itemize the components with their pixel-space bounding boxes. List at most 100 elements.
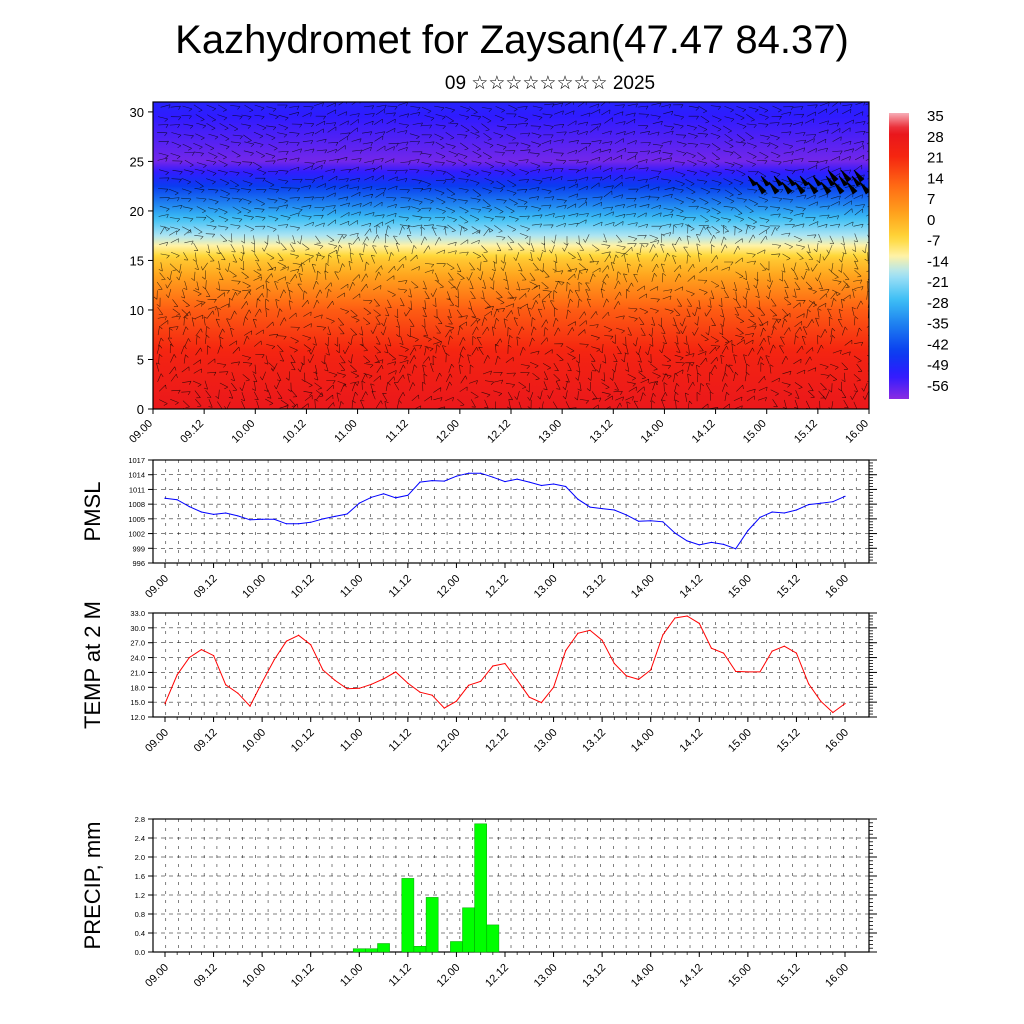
data-point — [480, 472, 482, 474]
y-tick-label: 1.2 — [135, 891, 145, 900]
data-point — [637, 678, 640, 680]
y-tick-label: 1005 — [128, 515, 145, 524]
data-point — [844, 495, 846, 497]
colorbar-tick-label: 14 — [927, 170, 944, 187]
x-tick-label: 15.12 — [775, 573, 803, 601]
x-tick-label: 10.12 — [289, 727, 317, 755]
data-point — [759, 671, 761, 673]
y-tick-label: 15 — [130, 253, 144, 268]
page-subtitle: 09 ☆☆☆☆☆☆☆☆ 2025 — [444, 73, 656, 94]
data-point — [334, 515, 336, 518]
x-tick-label: 16.00 — [823, 727, 851, 755]
data-point — [832, 711, 834, 714]
data-point — [212, 654, 215, 657]
data-point — [832, 501, 834, 503]
y-tick-label: 15.0 — [130, 698, 145, 707]
data-point — [382, 678, 385, 680]
plot-frame — [152, 612, 870, 718]
x-tick-label: 15.00 — [726, 727, 754, 755]
colorbar-tick-label: -7 — [927, 233, 940, 250]
data-point — [249, 705, 251, 707]
x-axis: 09.00 09.12 10.00 10.12 11.00 11.12 12.00 12.12… — [143, 563, 851, 601]
data-point — [492, 476, 494, 478]
data-point — [686, 615, 688, 617]
data-point — [662, 634, 664, 636]
y-tick-label: 0.0 — [135, 948, 145, 957]
y-axis: 12.0 15.0 18.0 21.0 24.0 27.0 30.0 33.0 — [130, 609, 877, 722]
data-point — [310, 521, 312, 523]
data-point — [419, 481, 421, 483]
x-tick-label: 12.00 — [435, 962, 463, 990]
data-point — [176, 499, 178, 501]
data-point — [492, 665, 494, 667]
data-point — [407, 682, 409, 684]
data-point — [285, 523, 288, 525]
bars — [352, 823, 500, 953]
wind-barbs — [153, 102, 869, 409]
data-point — [686, 540, 688, 542]
data-point — [577, 632, 579, 634]
data-point — [625, 514, 628, 516]
y-tick-label: 0.8 — [135, 910, 145, 919]
colorbar-tick-label: 35 — [927, 108, 944, 125]
colorbar-tick-label: 7 — [927, 191, 935, 208]
x-tick-label: 09.12 — [178, 418, 206, 446]
x-tick-label: 15.00 — [726, 573, 754, 601]
data-point — [662, 521, 664, 523]
x-tick-label: 11.00 — [338, 962, 365, 989]
y-tick-label: 1011 — [129, 485, 145, 494]
x-tick-label: 14.00 — [629, 727, 657, 755]
y-tick-label: 20 — [130, 204, 144, 219]
colorbar-ramp — [889, 113, 909, 399]
x-tick-label: 14.12 — [677, 573, 705, 601]
colorbar: 35 28 21 14 7 0 -7 -14 -21 -28 -35 -42 -49 -56 — [889, 108, 949, 399]
y-tick-label: 30.0 — [130, 624, 145, 633]
data-point — [795, 509, 798, 511]
precip-bar — [462, 907, 475, 953]
data-point — [395, 497, 397, 499]
data-point — [650, 669, 652, 671]
colorbar-tick-label: -56 — [927, 378, 949, 395]
data-point — [467, 684, 470, 686]
x-axis: 09.00 09.12 10.00 10.12 11.00 11.12 12.00 12.12… — [143, 952, 851, 990]
data-point — [358, 687, 360, 689]
data-point — [334, 679, 336, 681]
data-point — [382, 493, 385, 495]
data-point — [370, 683, 373, 685]
data-point — [249, 519, 251, 521]
data-point — [783, 512, 785, 514]
data-point — [747, 530, 749, 532]
y-tick-label: 24.0 — [130, 654, 145, 663]
y-tick-label: 1002 — [128, 530, 145, 539]
y-tick-label: 0 — [137, 402, 144, 417]
precip-bar — [377, 943, 390, 953]
x-tick-label: 10.12 — [289, 962, 317, 990]
data-point — [698, 544, 700, 546]
data-point — [613, 662, 615, 665]
data-point — [164, 703, 166, 705]
data-point — [504, 662, 506, 665]
data-point — [589, 506, 591, 508]
data-point — [528, 481, 530, 483]
x-tick-label: 09.12 — [192, 573, 220, 601]
colorbar-tick-label: -42 — [927, 336, 949, 353]
x-tick-label: 15.12 — [775, 727, 803, 755]
data-point — [322, 518, 324, 520]
data-point — [528, 696, 530, 698]
x-tick-label: 14.12 — [677, 962, 705, 990]
data-point — [516, 478, 518, 480]
heatmap-x-axis: 09.00 09.12 10.00 10.12 11.00 11.12 12.00 12.12… — [127, 409, 871, 446]
x-tick-label: 12.12 — [483, 727, 511, 755]
data-point — [188, 656, 190, 659]
data-point — [613, 509, 615, 511]
data-point — [552, 483, 555, 485]
x-tick-label: 12.00 — [434, 418, 462, 446]
data-point — [212, 513, 215, 516]
data-point — [516, 679, 518, 681]
precip-bar — [365, 948, 378, 953]
data-point — [237, 515, 239, 517]
x-tick-label: 09.12 — [192, 962, 220, 990]
data-point — [188, 505, 190, 508]
plot-frame — [152, 459, 870, 564]
